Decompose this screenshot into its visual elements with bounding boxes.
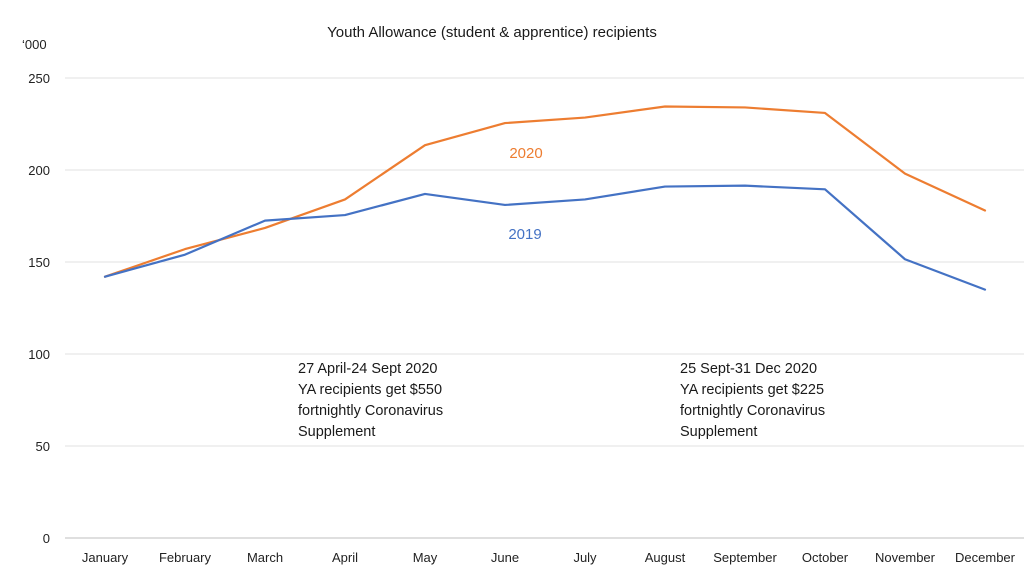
x-tick-label: January [82,550,129,565]
y-tick-label: 150 [28,255,50,270]
y-tick-label: 100 [28,347,50,362]
y-tick-label: 200 [28,163,50,178]
x-tick-label: October [802,550,849,565]
y-tick-label: 250 [28,71,50,86]
series-label-2020: 2020 [509,145,542,162]
series-lines [103,105,987,291]
x-axis-ticks: January February March April May June July Augu… [82,550,1016,565]
x-tick-label: September [713,550,777,565]
y-tick-label: 0 [43,531,50,546]
x-tick-label: December [955,550,1016,565]
annotation-supplement-225: 25 Sept-31 Dec 2020 YA recipients get $2… [680,361,825,440]
y-tick-label: 50 [36,439,50,454]
y-axis-unit-label: ‘000 [22,37,47,52]
x-tick-label: August [645,550,686,565]
chart-title: Youth Allowance (student & apprentice) r… [327,24,657,41]
x-tick-label: November [875,550,936,565]
x-tick-label: March [247,550,283,565]
annotation-line: YA recipients get $225 [680,382,824,398]
x-tick-label: July [573,550,597,565]
y-axis-ticks: 0 50 100 150 200 250 [28,71,50,546]
annotation-line: Supplement [298,424,375,440]
annotation-line: Supplement [680,424,757,440]
series-line-2020 [103,105,987,278]
x-tick-label: February [159,550,212,565]
series-line-2019 [103,184,987,291]
gridlines [65,77,1024,539]
annotation-line: 25 Sept-31 Dec 2020 [680,361,817,377]
annotation-line: 27 April-24 Sept 2020 [298,361,437,377]
annotation-line: fortnightly Coronavirus [680,403,825,419]
annotation-line: fortnightly Coronavirus [298,403,443,419]
series-label-2019: 2019 [508,226,541,243]
annotation-line: YA recipients get $550 [298,382,442,398]
x-tick-label: April [332,550,358,565]
x-tick-label: May [413,550,438,565]
annotation-supplement-550: 27 April-24 Sept 2020 YA recipients get … [298,361,443,440]
x-tick-label: June [491,550,519,565]
